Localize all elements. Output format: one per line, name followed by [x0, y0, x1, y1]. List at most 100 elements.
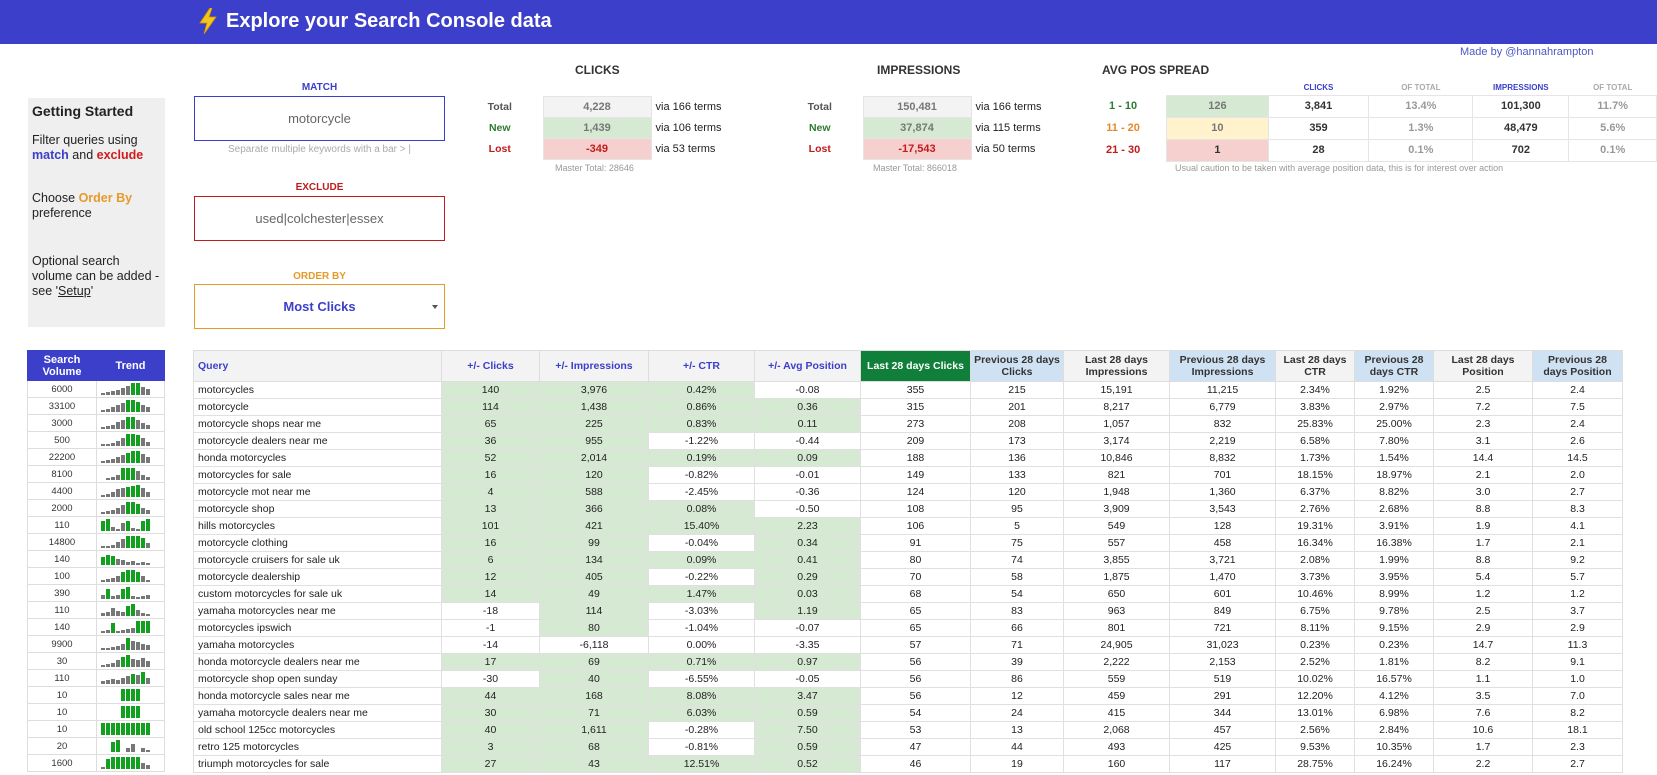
- impressions-summary-title: IMPRESSIONS: [877, 63, 961, 77]
- spark-bar: [121, 403, 125, 412]
- spark-bar: [101, 444, 105, 446]
- prev-impressions-cell: 519: [1169, 670, 1276, 688]
- spark-bar: [131, 561, 135, 565]
- header-last-impressions[interactable]: Last 28 days Impressions: [1063, 350, 1170, 382]
- sv-row: 500: [27, 431, 165, 449]
- table-row[interactable]: old school 125cc motorcycles 40 1,611 -0.28…: [193, 721, 1623, 739]
- query-cell: motorcycle clothing: [193, 534, 442, 552]
- table-row[interactable]: motorcycle clothing 16 99 -0.04% 0.34 91 75 557…: [193, 534, 1623, 552]
- last-position-cell: 3.0: [1433, 483, 1533, 501]
- made-by-link[interactable]: Made by @hannahrampton: [1460, 46, 1594, 58]
- header-last-ctr[interactable]: Last 28 days CTR: [1275, 350, 1355, 382]
- table-row[interactable]: yamaha motorcycles -14 -6,118 0.00% -3.35 57 7…: [193, 636, 1623, 654]
- sparkline: [101, 621, 160, 633]
- header-prev-clicks[interactable]: Previous 28 days Clicks: [970, 350, 1064, 382]
- header-ctr-delta[interactable]: +/- CTR: [648, 350, 755, 382]
- spark-bar: [146, 621, 150, 633]
- table-row[interactable]: retro 125 motorcycles 3 68 -0.81% 0.59 47 44 49…: [193, 738, 1623, 756]
- last-position-cell: 1.2: [1433, 585, 1533, 603]
- table-row[interactable]: honda motorcycles 52 2,014 0.19% 0.09 188 136 1…: [193, 449, 1623, 467]
- prev-impressions-cell: 1,360: [1169, 483, 1276, 501]
- clicks-delta-cell: 16: [441, 466, 540, 484]
- table-row[interactable]: custom motorcycles for sale uk 14 49 1.47% 0…: [193, 585, 1623, 603]
- exclude-input[interactable]: used|colchester|essex: [194, 196, 445, 241]
- table-row[interactable]: motorcycles ipswich -1 80 -1.04% -0.07 65 66 80…: [193, 619, 1623, 637]
- table-row[interactable]: motorcycle shop open sunday -30 40 -6.55% -0…: [193, 670, 1623, 688]
- spark-bar: [141, 672, 145, 684]
- header-last-position[interactable]: Last 28 days Position: [1433, 350, 1533, 382]
- spark-bar: [131, 628, 135, 633]
- match-input[interactable]: motorcycle: [194, 96, 445, 141]
- last-position-cell: 3.1: [1433, 432, 1533, 450]
- spark-bar: [146, 519, 150, 531]
- page-title: Explore your Search Console data: [226, 10, 552, 32]
- spark-bar: [131, 706, 135, 718]
- table-row[interactable]: hills motorcycles 101 421 15.40% 2.23 106 5 549…: [193, 517, 1623, 535]
- spark-bar: [136, 689, 140, 701]
- spark-bar: [106, 664, 110, 667]
- spark-bar: [121, 455, 125, 463]
- header-prev-impressions[interactable]: Previous 28 days Impressions: [1169, 350, 1276, 382]
- prev-ctr-cell: 2.97%: [1354, 398, 1434, 416]
- last-clicks-cell: 56: [860, 653, 971, 671]
- table-row[interactable]: motorcycle cruisers for sale uk 6 134 0.09%…: [193, 551, 1623, 569]
- last-ctr-cell: 6.75%: [1275, 602, 1355, 620]
- spark-bar: [121, 539, 125, 548]
- last-impressions-cell: 963: [1063, 602, 1170, 620]
- table-row[interactable]: motorcycle dealership 12 405 -0.22% 0.29 70 58…: [193, 568, 1623, 586]
- header-last-clicks[interactable]: Last 28 days Clicks: [860, 350, 971, 382]
- table-row[interactable]: motorcycle shop 13 366 0.08% -0.50 108 95 3,909…: [193, 500, 1623, 518]
- spark-bar: [121, 388, 125, 395]
- last-position-cell: 8.2: [1433, 653, 1533, 671]
- clicks-delta-cell: -14: [441, 636, 540, 654]
- table-row[interactable]: triumph motorcycles for sale 27 43 12.51% 0.…: [193, 755, 1623, 773]
- clicks-delta-cell: -30: [441, 670, 540, 688]
- spark-bar: [131, 468, 135, 480]
- impressions-summary-table: Total 150,481 via 166 terms New 37,874 v…: [777, 96, 1081, 160]
- clicks-delta-cell: -18: [441, 602, 540, 620]
- spark-bar: [116, 723, 120, 735]
- query-cell: motorcycle shops near me: [193, 415, 442, 433]
- header-prev-position[interactable]: Previous 28 days Position: [1532, 350, 1623, 382]
- table-row[interactable]: yamaha motorcycles near me -18 114 -3.03% 1.…: [193, 602, 1623, 620]
- spark-bar: [126, 757, 130, 769]
- spark-bar: [141, 562, 145, 565]
- header-impressions-delta[interactable]: +/- Impressions: [539, 350, 649, 382]
- trend-cell: [96, 482, 165, 500]
- header-prev-ctr[interactable]: Previous 28 days CTR: [1354, 350, 1434, 382]
- table-row[interactable]: yamaha motorcycle dealers near me 30 71 6.0…: [193, 704, 1623, 722]
- spark-bar: [146, 580, 150, 582]
- table-row[interactable]: motorcycles 140 3,976 0.42% -0.08 355 215 15,19…: [193, 381, 1623, 399]
- table-row[interactable]: honda motorcycle sales near me 44 168 8.08%…: [193, 687, 1623, 705]
- ctr-delta-cell: 0.00%: [648, 636, 755, 654]
- summary-row: New 1,439 via 106 terms: [457, 117, 761, 139]
- table-row[interactable]: motorcycles for sale 16 120 -0.82% -0.01 149 1…: [193, 466, 1623, 484]
- order-by-select[interactable]: Most Clicks: [194, 284, 445, 329]
- header-clicks-delta[interactable]: +/- Clicks: [441, 350, 540, 382]
- prev-impressions-cell: 458: [1169, 534, 1276, 552]
- table-row[interactable]: motorcycle shops near me 65 225 0.83% 0.11 27…: [193, 415, 1623, 433]
- spark-bar: [111, 647, 115, 650]
- prev-impressions-cell: 2,219: [1169, 432, 1276, 450]
- setup-link[interactable]: Setup: [58, 284, 91, 298]
- spark-bar: [131, 400, 135, 412]
- table-row[interactable]: motorcycle mot near me 4 588 -2.45% -0.36 124…: [193, 483, 1623, 501]
- spark-bar: [131, 744, 135, 752]
- impressions-delta-cell: 80: [539, 619, 649, 637]
- spark-bar: [126, 502, 130, 514]
- spark-bar: [146, 563, 150, 565]
- spark-bar: [121, 644, 125, 650]
- sparkline: [101, 587, 160, 599]
- header-query[interactable]: Query: [193, 350, 442, 382]
- table-row[interactable]: honda motorcycle dealers near me 17 69 0.71…: [193, 653, 1623, 671]
- spark-bar: [106, 648, 110, 650]
- spread-clicks-pct: 0.1%: [1368, 138, 1474, 162]
- spark-bar: [111, 596, 115, 599]
- table-row[interactable]: motorcycle dealers near me 36 955 -1.22% -0.…: [193, 432, 1623, 450]
- last-impressions-cell: 2,068: [1063, 721, 1170, 739]
- table-row[interactable]: motorcycle 114 1,438 0.86% 0.36 315 201 8,217 6,…: [193, 398, 1623, 416]
- chevron-down-icon[interactable]: [432, 305, 438, 309]
- trend-cell: [96, 380, 165, 398]
- header-avgpos-delta[interactable]: +/- Avg Position: [754, 350, 861, 382]
- prev-impressions-cell: 832: [1169, 415, 1276, 433]
